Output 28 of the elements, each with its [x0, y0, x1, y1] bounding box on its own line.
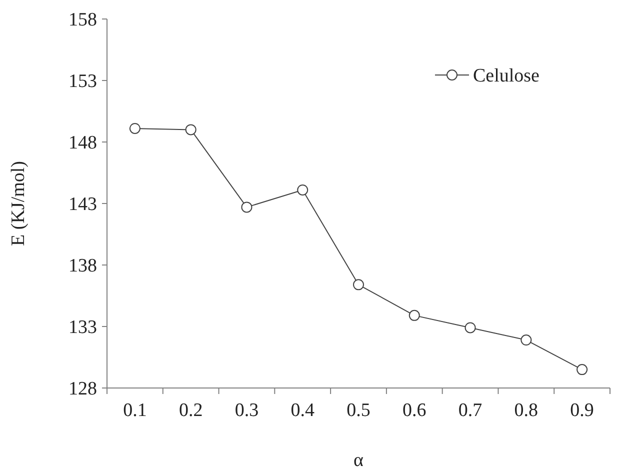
y-tick-label: 158 — [68, 10, 97, 31]
point — [241, 202, 252, 213]
x-tick-label: 0.2 — [178, 400, 203, 421]
point — [129, 122, 140, 134]
x-tick-label: 0.7 — [458, 400, 482, 421]
x-axis-title: α — [354, 450, 364, 470]
point — [464, 322, 476, 334]
point — [297, 184, 308, 196]
y-axis-title: E (KJ/mol) — [8, 161, 29, 246]
y-tick-label: 153 — [68, 71, 97, 92]
point — [353, 279, 364, 290]
y-tick-label: 133 — [68, 317, 97, 338]
x-tick-label: 0.5 — [346, 400, 370, 421]
legend-label: Celulose — [473, 66, 540, 87]
point — [576, 364, 588, 376]
x-tick-label: 0.8 — [514, 400, 538, 421]
x-tick-label: 0.9 — [570, 400, 594, 421]
y-tick-label: 128 — [68, 378, 97, 400]
point — [185, 124, 196, 136]
point — [408, 310, 420, 321]
y-tick-label: 143 — [68, 194, 97, 216]
x-tick-label: 0.4 — [290, 400, 315, 421]
y-tick-label: 148 — [68, 132, 97, 154]
x-tick-label: 0.1 — [123, 400, 147, 421]
x-tick-label: 0.6 — [402, 400, 426, 421]
x-tick-label: 0.3 — [234, 400, 259, 421]
y-tick-label: 138 — [68, 256, 97, 277]
point — [520, 334, 532, 346]
